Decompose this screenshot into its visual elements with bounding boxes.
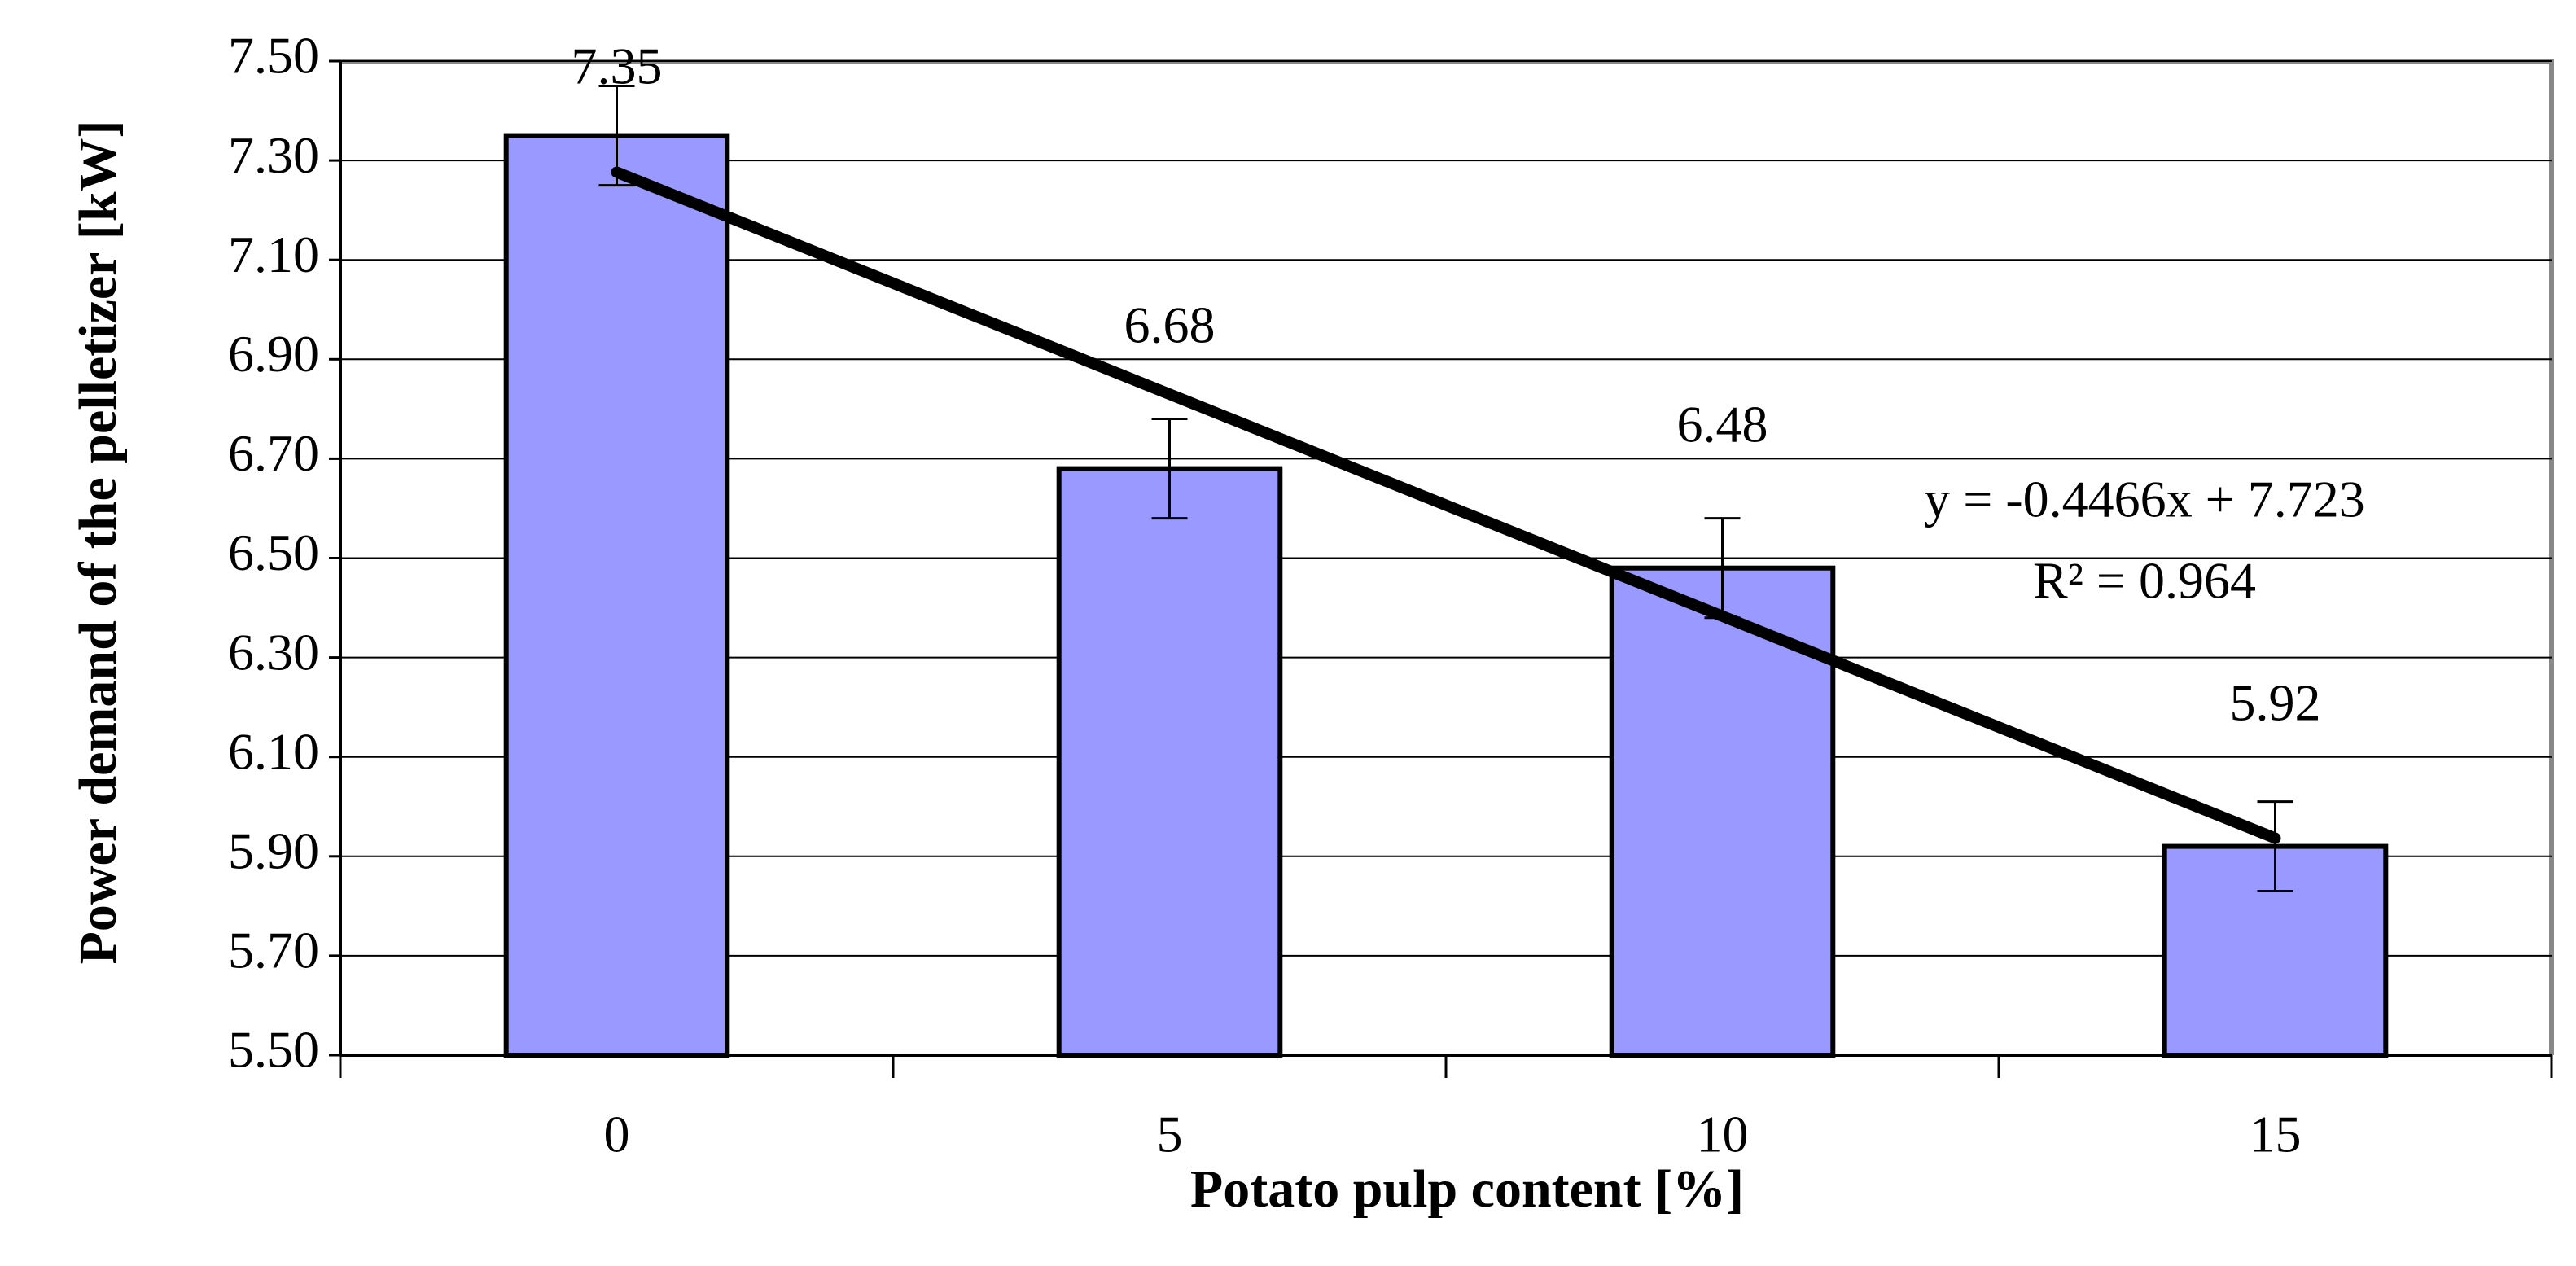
x-tick-label: 10 xyxy=(1697,1106,1749,1163)
y-tick-label: 5.90 xyxy=(228,821,319,879)
y-tick-label: 6.10 xyxy=(228,722,319,780)
trendline xyxy=(611,166,2281,844)
y-tick-label: 7.30 xyxy=(228,126,319,184)
y-tick-label: 7.50 xyxy=(228,27,319,85)
data-label: 6.48 xyxy=(1677,395,1768,453)
data-label: 7.35 xyxy=(572,37,663,95)
trendline-r-squared: R² = 0.964 xyxy=(2033,552,2256,610)
y-tick-label: 5.50 xyxy=(228,1021,319,1079)
y-tick-label: 6.90 xyxy=(228,325,319,383)
bar xyxy=(1056,466,1283,1058)
y-tick-label: 6.30 xyxy=(228,623,319,681)
data-label: 6.68 xyxy=(1124,296,1216,353)
x-axis-title: Potato pulp content [%] xyxy=(1190,1159,1744,1219)
data-label: 5.92 xyxy=(2230,673,2321,731)
y-tick-label: 6.50 xyxy=(228,523,319,581)
y-axis-title: Power demand of the pelletizer [kW] xyxy=(68,120,128,965)
trendline-equation: y = -0.4466x + 7.723 xyxy=(1924,471,2365,528)
x-tick-label: 15 xyxy=(2250,1106,2302,1163)
y-tick-label: 7.10 xyxy=(228,226,319,283)
x-tick-label: 0 xyxy=(604,1106,630,1163)
y-tick-label: 5.70 xyxy=(228,922,319,979)
y-tick-label: 6.70 xyxy=(228,424,319,482)
x-tick-label: 5 xyxy=(1157,1106,1183,1163)
bar xyxy=(503,133,730,1058)
